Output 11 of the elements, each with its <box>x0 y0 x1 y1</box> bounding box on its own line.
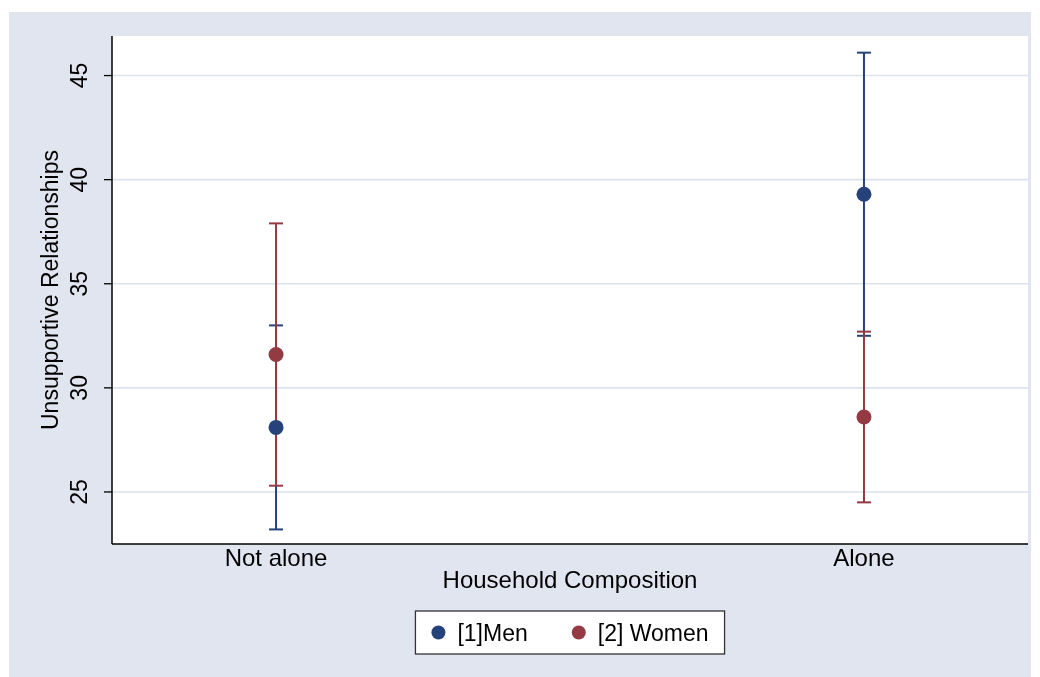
y-tick-label: 45 <box>66 62 93 89</box>
y-axis-title: Unsupportive Relationships <box>37 150 64 430</box>
x-axis-title: Household Composition <box>442 566 698 593</box>
legend-label: [1]Men <box>457 619 528 646</box>
y-tick-label: 25 <box>66 479 93 505</box>
y-tick-label: 40 <box>66 166 93 193</box>
x-tick-label: Not alone <box>224 544 328 571</box>
legend-label: [2] Women <box>597 619 709 646</box>
x-tick-label: Alone <box>833 544 895 571</box>
y-tick-label: 30 <box>66 375 93 401</box>
y-tick-label: 35 <box>66 270 93 297</box>
